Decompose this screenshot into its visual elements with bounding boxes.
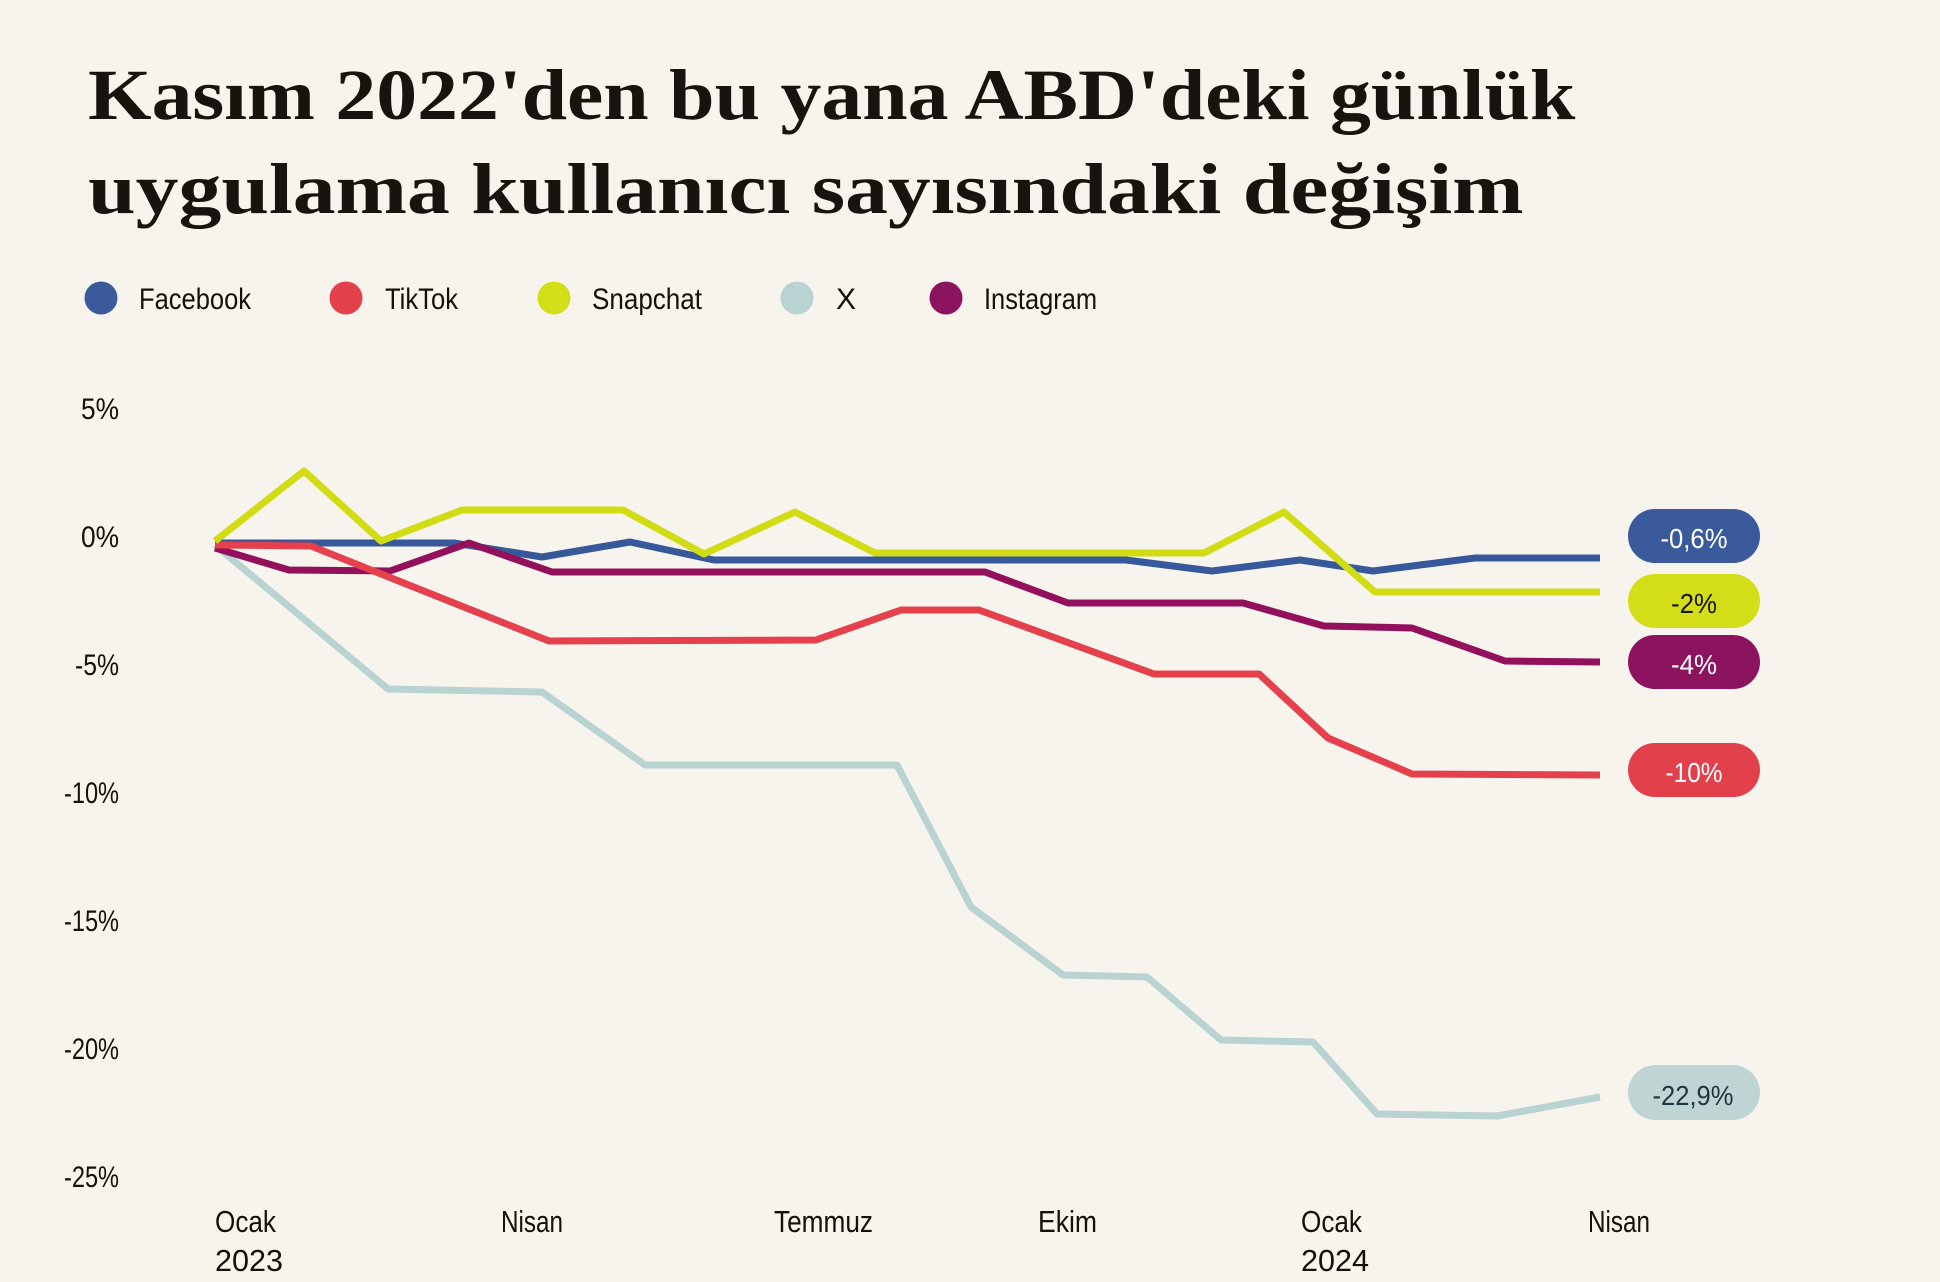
svg-text:Instagram: Instagram	[984, 283, 1097, 316]
svg-text:-25%: -25%	[64, 1161, 119, 1194]
svg-text:-20%: -20%	[64, 1033, 119, 1066]
svg-text:5%: 5%	[81, 393, 119, 426]
svg-text:-4%: -4%	[1671, 649, 1717, 680]
svg-text:2024: 2024	[1301, 1243, 1369, 1278]
svg-text:-5%: -5%	[75, 649, 119, 682]
svg-text:-0,6%: -0,6%	[1661, 523, 1728, 554]
svg-text:-15%: -15%	[64, 905, 119, 938]
svg-text:Facebook: Facebook	[139, 283, 252, 316]
svg-text:2023: 2023	[215, 1243, 283, 1278]
svg-text:Snapchat: Snapchat	[592, 283, 703, 316]
svg-text:X: X	[836, 283, 856, 316]
svg-text:Ocak: Ocak	[1301, 1204, 1362, 1239]
svg-text:-2%: -2%	[1671, 588, 1717, 619]
svg-text:-22,9%: -22,9%	[1653, 1080, 1734, 1111]
svg-text:-10%: -10%	[1666, 757, 1723, 788]
svg-text:Nisan: Nisan	[1588, 1204, 1650, 1239]
svg-text:Nisan: Nisan	[501, 1204, 563, 1239]
svg-text:TikTok: TikTok	[385, 283, 459, 316]
svg-text:-10%: -10%	[64, 777, 119, 810]
svg-text:Ekim: Ekim	[1038, 1204, 1097, 1239]
svg-text:Ocak: Ocak	[215, 1204, 276, 1239]
svg-text:0%: 0%	[81, 521, 119, 554]
svg-text:Temmuz: Temmuz	[774, 1204, 873, 1239]
